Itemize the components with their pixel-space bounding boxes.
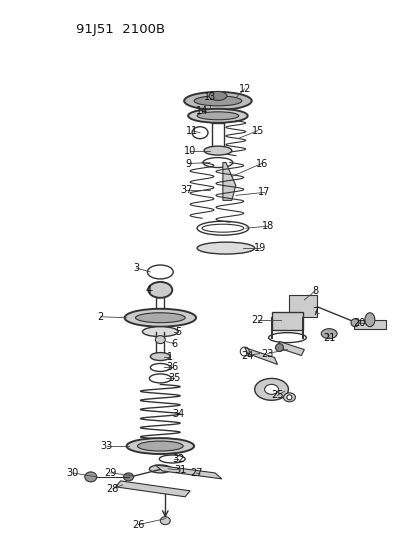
Ellipse shape: [160, 516, 170, 524]
Ellipse shape: [209, 92, 226, 100]
Text: 12: 12: [238, 84, 250, 94]
Ellipse shape: [275, 344, 283, 352]
Text: 16: 16: [255, 158, 267, 168]
Text: 11: 11: [185, 126, 198, 136]
Ellipse shape: [197, 112, 238, 120]
Polygon shape: [222, 163, 235, 200]
Ellipse shape: [283, 393, 295, 402]
Text: 36: 36: [166, 362, 178, 373]
Ellipse shape: [194, 96, 241, 106]
Text: 28: 28: [106, 484, 119, 494]
Ellipse shape: [126, 438, 194, 454]
Ellipse shape: [149, 465, 171, 473]
Ellipse shape: [364, 313, 374, 327]
Text: 7: 7: [311, 307, 318, 317]
Ellipse shape: [188, 109, 247, 123]
Polygon shape: [115, 481, 190, 497]
Text: 25: 25: [271, 390, 283, 400]
Text: 5: 5: [175, 327, 181, 337]
Ellipse shape: [184, 92, 251, 110]
Ellipse shape: [142, 327, 178, 337]
Ellipse shape: [137, 441, 183, 451]
Text: 37: 37: [180, 185, 192, 196]
Ellipse shape: [150, 352, 170, 360]
Ellipse shape: [254, 378, 288, 400]
Polygon shape: [155, 465, 221, 479]
Ellipse shape: [264, 384, 278, 394]
Text: 8: 8: [311, 286, 318, 296]
Text: 20: 20: [352, 318, 364, 328]
Text: 32: 32: [171, 454, 184, 464]
Text: 21: 21: [322, 333, 335, 343]
Bar: [271, 312, 303, 330]
Text: 6: 6: [171, 338, 177, 349]
Ellipse shape: [135, 313, 185, 322]
Text: 10: 10: [183, 146, 196, 156]
Ellipse shape: [320, 329, 336, 338]
Text: 33: 33: [100, 441, 112, 451]
Text: 35: 35: [168, 374, 180, 383]
Ellipse shape: [155, 336, 165, 344]
Text: 91J51  2100B: 91J51 2100B: [76, 23, 165, 36]
Ellipse shape: [85, 472, 97, 482]
Text: 19: 19: [253, 243, 265, 253]
Text: 26: 26: [132, 520, 144, 530]
Ellipse shape: [286, 395, 291, 400]
Polygon shape: [244, 348, 277, 365]
Text: 17: 17: [258, 188, 270, 197]
Text: 34: 34: [172, 409, 184, 419]
Text: 22: 22: [251, 314, 263, 325]
Text: 15: 15: [251, 126, 263, 136]
Text: 23: 23: [261, 349, 273, 359]
Ellipse shape: [350, 319, 358, 327]
Text: 9: 9: [185, 158, 191, 168]
Text: 4: 4: [145, 285, 151, 295]
Ellipse shape: [123, 473, 133, 481]
Text: 24: 24: [241, 351, 253, 360]
Ellipse shape: [148, 282, 172, 298]
Text: 30: 30: [66, 468, 79, 478]
Text: 1: 1: [167, 352, 173, 361]
Text: 29: 29: [104, 468, 116, 478]
Text: 18: 18: [261, 221, 273, 231]
Bar: [353, 320, 385, 329]
Ellipse shape: [197, 242, 254, 254]
Text: 2: 2: [97, 312, 104, 322]
Ellipse shape: [204, 146, 231, 155]
Text: 13: 13: [203, 92, 216, 102]
Ellipse shape: [124, 309, 196, 327]
Text: 27: 27: [190, 468, 202, 478]
Bar: [289, 295, 316, 317]
Text: 31: 31: [173, 465, 186, 475]
Text: 3: 3: [133, 263, 139, 273]
Polygon shape: [277, 342, 304, 356]
Text: 14: 14: [195, 106, 208, 116]
